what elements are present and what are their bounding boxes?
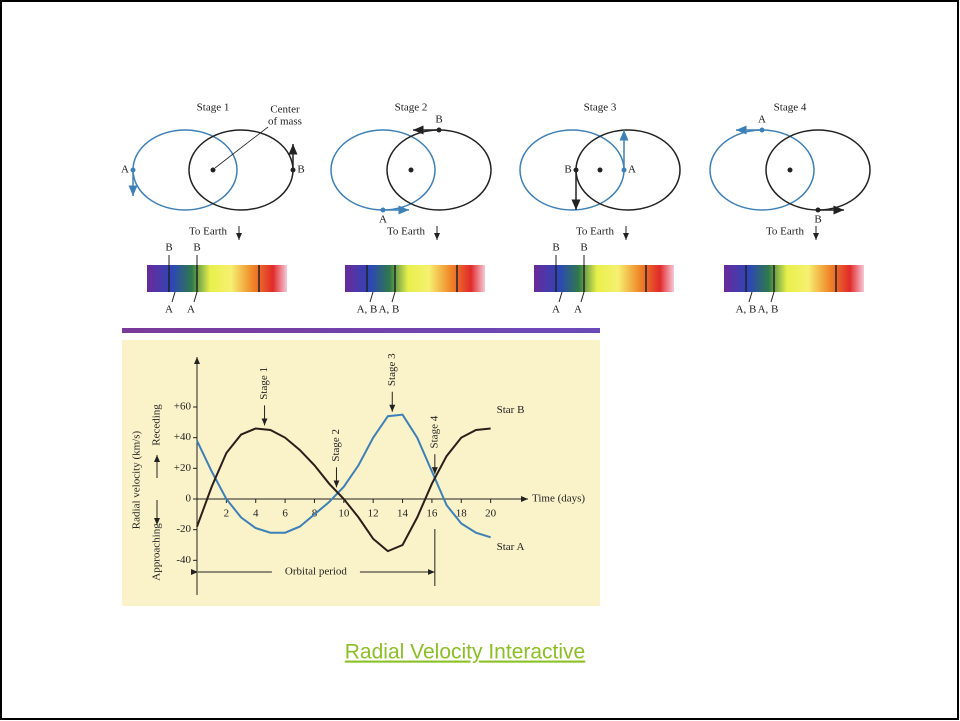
- orbit-a: [133, 130, 237, 210]
- y-tick-label: 0: [186, 493, 192, 505]
- spectrum-label: A: [552, 304, 560, 316]
- spectrum-label: B: [165, 242, 172, 254]
- label-tick: [172, 292, 175, 302]
- y-tick-label: +20: [174, 462, 192, 474]
- center-of-mass: [211, 168, 216, 173]
- to-earth: To Earth: [387, 226, 426, 238]
- annotation: Stage 4: [428, 415, 440, 448]
- x-tick-label: 14: [397, 508, 409, 520]
- spectrum-label: A: [574, 304, 582, 316]
- to-earth: To Earth: [189, 226, 228, 238]
- star: [131, 168, 136, 173]
- y-tick-label: -20: [176, 523, 191, 535]
- series-label: Star A: [497, 541, 525, 553]
- x-tick-label: 4: [253, 508, 259, 520]
- star-label: A: [758, 114, 766, 126]
- y-tick-label: +60: [174, 401, 192, 413]
- direction-label: Approaching: [151, 523, 163, 581]
- spectrum-label: A, B: [357, 304, 378, 316]
- star-label: A: [628, 164, 636, 176]
- x-tick-label: 10: [338, 508, 350, 520]
- stage-title: Stage 1: [197, 102, 230, 114]
- callout: of mass: [268, 116, 302, 128]
- spectrum-label: A: [187, 304, 195, 316]
- spectrum-label: B: [552, 242, 559, 254]
- star: [437, 128, 442, 133]
- spectrum-label: A: [165, 304, 173, 316]
- center-of-mass: [788, 168, 793, 173]
- label-tick: [559, 292, 562, 302]
- x-tick-label: 12: [368, 508, 379, 520]
- spectrum: [724, 265, 864, 292]
- series-label: Star B: [497, 404, 525, 416]
- to-earth: To Earth: [576, 226, 615, 238]
- diagram: Stage 1 A B To Earth B B A A Stage 2 A B To Earth A,…: [121, 102, 870, 316]
- star: [291, 168, 296, 173]
- star: [760, 128, 765, 133]
- orbit-a: [710, 130, 814, 210]
- period-label: Orbital period: [285, 566, 348, 578]
- label-tick: [370, 292, 373, 302]
- center-of-mass: [598, 168, 603, 173]
- star-label: B: [435, 114, 442, 126]
- stage-title: Stage 3: [584, 102, 617, 114]
- orbit-b: [766, 130, 870, 210]
- spectrum: [534, 265, 674, 292]
- star: [622, 168, 627, 173]
- star-label: A: [121, 164, 129, 176]
- orbit-a: [520, 130, 624, 210]
- direction-label: Receding: [151, 404, 163, 446]
- orbit-a: [331, 130, 435, 210]
- stage-title: Stage 2: [395, 102, 428, 114]
- star: [574, 168, 579, 173]
- spectrum-label: B: [193, 242, 200, 254]
- y-tick-label: +40: [174, 431, 192, 443]
- star-label: B: [297, 164, 304, 176]
- annotation: Stage 2: [330, 429, 342, 462]
- star-label: A: [379, 214, 387, 226]
- spectrum: [345, 265, 485, 292]
- label-tick: [771, 292, 774, 302]
- spectrum-label: B: [580, 242, 587, 254]
- orbit-b: [387, 130, 491, 210]
- spectrum-label: A, B: [736, 304, 757, 316]
- stage-title: Stage 4: [774, 102, 807, 114]
- x-tick-label: 20: [485, 508, 497, 520]
- star: [816, 208, 821, 213]
- label-tick: [392, 292, 395, 302]
- annotation: Stage 3: [386, 353, 398, 386]
- spectrum: [147, 265, 287, 292]
- annotation: Stage 1: [258, 367, 270, 400]
- slide: Radial Velocity Interactive Stage 1 A B To …: [0, 0, 960, 721]
- link[interactable]: Radial Velocity Interactive: [345, 641, 585, 664]
- star: [381, 208, 386, 213]
- x-tick-label: 6: [282, 508, 288, 520]
- star-label: B: [564, 164, 571, 176]
- callout: Center: [270, 104, 300, 116]
- y-axis-label: Radial velocity (km/s): [131, 430, 143, 529]
- x-tick-label: 16: [426, 508, 438, 520]
- label-tick: [581, 292, 584, 302]
- divider: [122, 328, 600, 333]
- y-tick-label: -40: [176, 554, 191, 566]
- x-axis-label: Time (days): [532, 493, 585, 505]
- chart-panel: [122, 340, 600, 606]
- to-earth: To Earth: [766, 226, 805, 238]
- label-tick: [194, 292, 197, 302]
- center-of-mass: [409, 168, 414, 173]
- star-label: B: [814, 214, 821, 226]
- label-tick: [749, 292, 752, 302]
- orbit-b: [189, 130, 293, 210]
- callout-line: [215, 127, 268, 168]
- x-tick-label: 2: [224, 508, 230, 520]
- spectrum-label: A, B: [758, 304, 779, 316]
- spectrum-label: A, B: [379, 304, 400, 316]
